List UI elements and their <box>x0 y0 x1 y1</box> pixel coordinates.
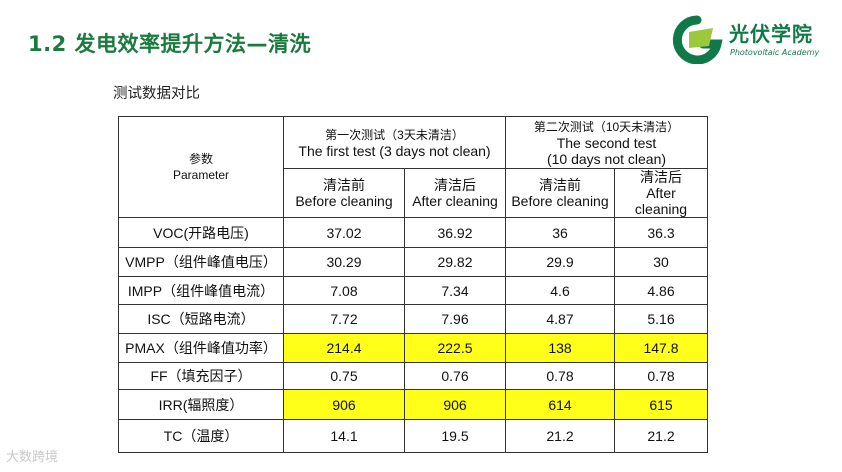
table-cell: 36.92 <box>404 217 506 248</box>
row-label: IRR(辐照度） <box>118 389 284 420</box>
table-cell-highlighted: 614 <box>505 389 615 420</box>
row-label: FF（填充因子） <box>118 362 284 390</box>
table-cell: 36.3 <box>614 217 708 248</box>
before-header-cell: 清洁前 Before cleaning <box>283 168 405 218</box>
row-label: PMAX（组件峰值功率） <box>118 333 284 363</box>
test2-header-en-days: (10 days not clean) <box>546 150 667 167</box>
row-label: ISC（短路电流） <box>118 304 284 334</box>
table-cell-highlighted: 615 <box>614 389 708 420</box>
test1-header-cn: 第一次测试（3天未清洁） <box>325 127 464 142</box>
table-cell: 4.86 <box>614 276 708 305</box>
table-cell: 4.6 <box>505 276 615 305</box>
logo: 光伏学院 Photovoltaic Academy <box>667 14 837 64</box>
row-label: IMPP（组件峰值电流） <box>118 276 284 305</box>
row-label: TC（温度） <box>118 419 284 453</box>
before-header-cn: 清洁前 <box>539 177 581 193</box>
table-cell: 19.5 <box>404 419 506 453</box>
table-cell: 37.02 <box>283 217 405 248</box>
table-cell: 0.76 <box>404 362 506 390</box>
after-header-en: After cleaning <box>412 193 498 209</box>
page-title: 1.2 发电效率提升方法—清洗 <box>28 32 312 56</box>
after-header-cell: 清洁后 After cleaning <box>404 168 506 218</box>
after-header-en-cont: cleaning <box>634 201 688 217</box>
table-cell-highlighted: 906 <box>283 389 405 420</box>
table-row: FF（填充因子） 0.75 0.76 0.78 0.78 <box>118 362 708 390</box>
table-cell: 21.2 <box>505 419 615 453</box>
test2-header-en: The second test <box>556 134 657 151</box>
table-row: VMPP（组件峰值电压） 30.29 29.82 29.9 30 <box>118 247 708 277</box>
test1-header-en: The first test (3 days not clean) <box>298 142 491 159</box>
table-row: TC（温度） 14.1 19.5 21.2 21.2 <box>118 419 708 453</box>
param-header-cn: 参数 <box>188 152 213 166</box>
before-header-en: Before cleaning <box>295 193 393 209</box>
before-header-cell: 清洁前 Before cleaning <box>505 168 615 218</box>
table-cell: 5.16 <box>614 304 708 334</box>
table-cell-highlighted: 222.5 <box>404 333 506 363</box>
before-header-en: Before cleaning <box>511 193 609 209</box>
table-cell: 21.2 <box>614 419 708 453</box>
table-cell: 29.9 <box>505 247 615 277</box>
table-row: IRR(辐照度） 906 906 614 615 <box>118 389 708 420</box>
table-cell: 7.96 <box>404 304 506 334</box>
logo-subtext: Photovoltaic Academy <box>730 48 820 57</box>
table-cell: 36 <box>505 217 615 248</box>
table-cell: 30.29 <box>283 247 405 277</box>
table-cell: 0.78 <box>614 362 708 390</box>
table-row: ISC（短路电流） 7.72 7.96 4.87 5.16 <box>118 304 708 334</box>
table-cell: 29.82 <box>404 247 506 277</box>
table-cell-highlighted: 147.8 <box>614 333 708 363</box>
after-header-cn: 清洁后 <box>640 169 682 185</box>
table-row: VOC(开路电压) 37.02 36.92 36 36.3 <box>118 217 708 248</box>
test-data-table: 参数 Parameter 第一次测试（3天未清洁） The first test… <box>118 116 708 453</box>
table-row: PMAX（组件峰值功率） 214.4 222.5 138 147.8 <box>118 333 708 363</box>
table-cell: 30 <box>614 247 708 277</box>
before-header-cn: 清洁前 <box>323 177 365 193</box>
table-cell: 7.34 <box>404 276 506 305</box>
table-cell-highlighted: 906 <box>404 389 506 420</box>
table-cell: 14.1 <box>283 419 405 453</box>
table-cell: 4.87 <box>505 304 615 334</box>
table-cell: 7.08 <box>283 276 405 305</box>
test2-header-cell: 第二次测试（10天未清洁） The second test (10 days n… <box>505 116 708 169</box>
after-header-cn: 清洁后 <box>434 177 476 193</box>
param-header-cell: 参数 Parameter <box>118 116 284 218</box>
watermark: 大数跨境 <box>6 450 59 465</box>
row-label: VOC(开路电压) <box>118 217 284 248</box>
table-cell: 0.78 <box>505 362 615 390</box>
table-row: IMPP（组件峰值电流） 7.08 7.34 4.6 4.86 <box>118 276 708 305</box>
row-label: VMPP（组件峰值电压） <box>118 247 284 277</box>
logo-text: 光伏学院 <box>729 22 813 46</box>
after-header-cell: 清洁后 After cleaning <box>614 168 708 218</box>
test1-header-cell: 第一次测试（3天未清洁） The first test (3 days not … <box>283 116 506 169</box>
logo-mark-icon <box>672 15 723 64</box>
section-subtitle: 测试数据对比 <box>113 86 200 102</box>
table-cell-highlighted: 214.4 <box>283 333 405 363</box>
after-header-en: After <box>646 185 676 201</box>
table-cell: 0.75 <box>283 362 405 390</box>
table-cell-highlighted: 138 <box>505 333 615 363</box>
param-header-en: Parameter <box>172 168 230 182</box>
table-cell: 7.72 <box>283 304 405 334</box>
test2-header-cn: 第二次测试（10天未清洁） <box>533 119 680 134</box>
